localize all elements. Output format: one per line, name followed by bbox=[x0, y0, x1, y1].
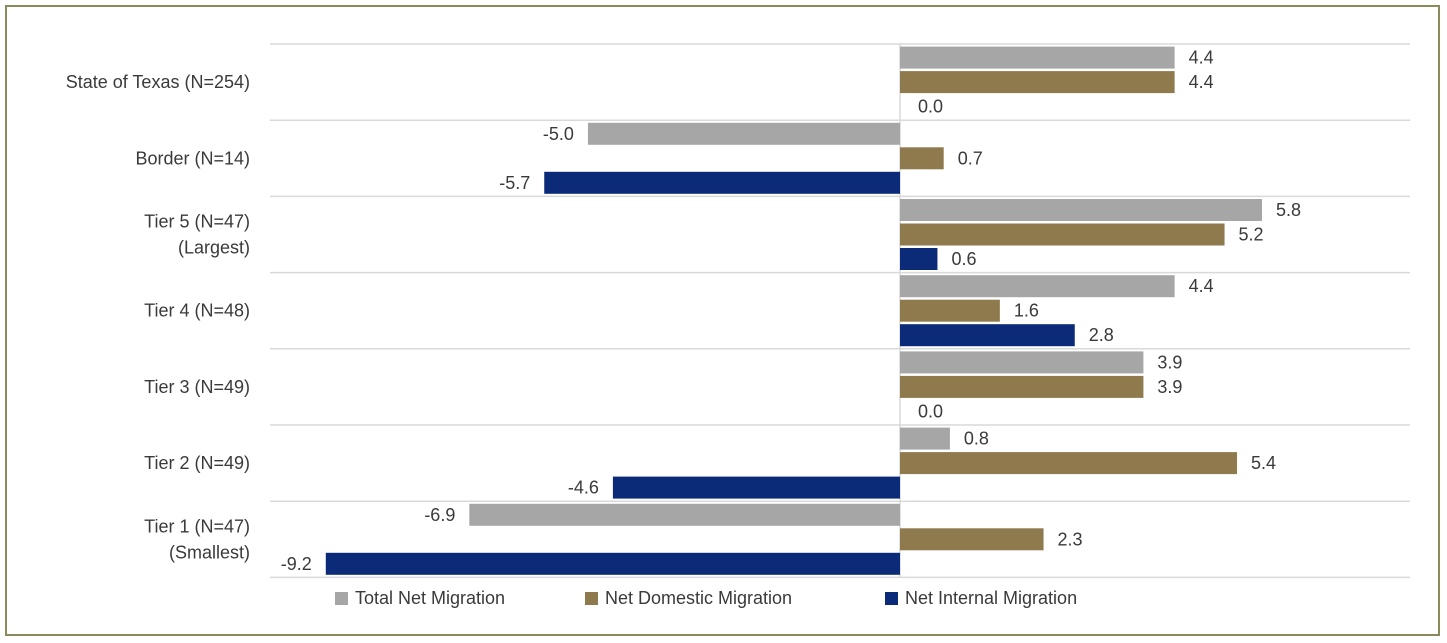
category-label: Border (N=14) bbox=[135, 148, 250, 168]
data-label-domestic: 1.6 bbox=[1014, 301, 1039, 321]
legend-label-domestic: Net Domestic Migration bbox=[605, 588, 792, 608]
legend-label-total: Total Net Migration bbox=[355, 588, 505, 608]
legend-swatch-total bbox=[335, 592, 348, 605]
bar-internal bbox=[612, 476, 900, 499]
bar-internal bbox=[900, 324, 1075, 347]
data-label-total: 4.4 bbox=[1189, 48, 1214, 68]
bar-internal bbox=[544, 171, 900, 194]
data-label-internal: -5.7 bbox=[499, 173, 530, 193]
category-label: Tier 4 (N=48) bbox=[144, 301, 250, 321]
category-label: State of Texas (N=254) bbox=[66, 72, 250, 92]
data-label-total: -6.9 bbox=[424, 505, 455, 525]
data-label-domestic: 5.2 bbox=[1239, 225, 1264, 245]
bar-domestic bbox=[900, 147, 944, 170]
data-label-internal: 0.6 bbox=[951, 249, 976, 269]
category-label: Tier 5 (N=47) bbox=[144, 212, 250, 232]
bar-total bbox=[900, 275, 1175, 298]
bar-internal bbox=[325, 552, 900, 575]
bar-total bbox=[469, 503, 900, 526]
data-label-total: 0.8 bbox=[964, 429, 989, 449]
bar-domestic bbox=[900, 375, 1144, 398]
data-label-internal: -9.2 bbox=[281, 554, 312, 574]
legend-label-internal: Net Internal Migration bbox=[905, 588, 1077, 608]
bar-domestic bbox=[900, 299, 1000, 322]
data-label-internal: 2.8 bbox=[1089, 325, 1114, 345]
bar-internal bbox=[900, 248, 938, 270]
data-label-domestic: 5.4 bbox=[1251, 453, 1276, 473]
data-label-internal: -4.6 bbox=[568, 478, 599, 498]
bar-total bbox=[900, 46, 1175, 69]
bar-total bbox=[900, 199, 1262, 221]
category-label: Tier 1 (N=47) bbox=[144, 516, 250, 536]
data-label-internal: 0.0 bbox=[918, 97, 943, 117]
legend-swatch-domestic bbox=[585, 592, 598, 605]
data-label-domestic: 0.7 bbox=[958, 148, 983, 168]
data-label-domestic: 3.9 bbox=[1157, 377, 1182, 397]
data-label-internal: 0.0 bbox=[918, 401, 943, 421]
bar-domestic bbox=[900, 223, 1225, 246]
category-label: (Smallest) bbox=[169, 542, 250, 562]
bar-domestic bbox=[900, 71, 1175, 94]
chart-frame bbox=[5, 5, 1440, 636]
category-label: (Largest) bbox=[178, 238, 250, 258]
category-label: Tier 2 (N=49) bbox=[144, 453, 250, 473]
data-label-total: 3.9 bbox=[1157, 352, 1182, 372]
bar-total bbox=[900, 427, 950, 450]
data-label-domestic: 2.3 bbox=[1058, 529, 1083, 549]
data-label-domestic: 4.4 bbox=[1189, 72, 1214, 92]
data-label-total: -5.0 bbox=[543, 124, 574, 144]
bar-total bbox=[900, 351, 1144, 374]
bar-domestic bbox=[900, 528, 1044, 551]
data-label-total: 4.4 bbox=[1189, 276, 1214, 296]
bar-total bbox=[587, 122, 900, 145]
legend-swatch-internal bbox=[885, 592, 898, 605]
category-label: Tier 3 (N=49) bbox=[144, 377, 250, 397]
bar-domestic bbox=[900, 452, 1238, 475]
data-label-total: 5.8 bbox=[1276, 200, 1301, 220]
